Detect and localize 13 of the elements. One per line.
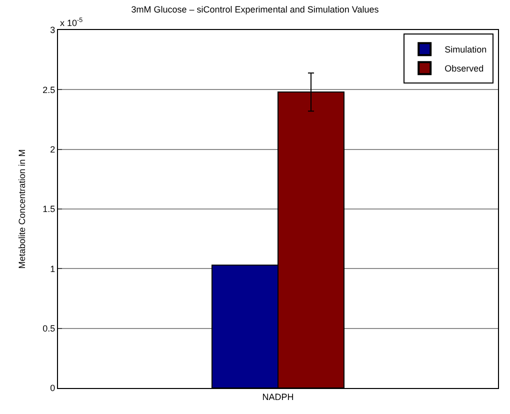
y-tick-label: 3 <box>50 25 56 36</box>
legend-label: Simulation <box>444 44 487 55</box>
y-tick-label: 0.5 <box>42 323 56 334</box>
x-tick-label: NADPH <box>262 392 294 402</box>
chart-title: 3mM Glucose – siControl Experimental and Simulation Values <box>131 4 380 15</box>
y-tick-label: 1.5 <box>42 204 56 214</box>
y-tick-label: 2 <box>50 144 56 154</box>
y-tick-label: 1 <box>50 264 56 274</box>
y-tick-label: 2.5 <box>42 84 56 95</box>
legend-label: Observed <box>444 64 484 74</box>
y-tick-label: 0 <box>50 383 56 394</box>
text: x 10$^{-5}$ <box>60 17 84 28</box>
y-axis-title: Metabolite Concentration in M <box>17 149 28 269</box>
